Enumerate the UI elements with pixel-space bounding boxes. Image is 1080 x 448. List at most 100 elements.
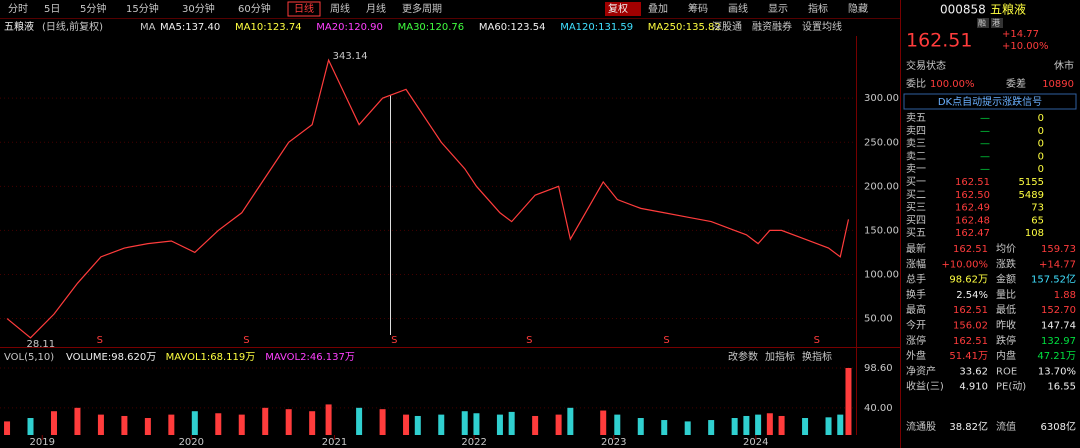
book-label: 买四 xyxy=(906,214,926,226)
book-label: 卖四 xyxy=(906,125,926,137)
stat-label: 内盘 xyxy=(996,349,1016,362)
book-label: 买五 xyxy=(906,227,926,239)
signal-button[interactable]: DK点自动提示涨跌信号 xyxy=(938,95,1042,108)
volume-bar xyxy=(555,414,562,435)
legend-button[interactable]: 设置均线 xyxy=(802,20,842,33)
badge-text: 融 xyxy=(978,18,986,28)
volume-bar xyxy=(309,411,316,435)
stat-value: 13.70% xyxy=(1038,366,1076,377)
volume-bar xyxy=(121,415,128,435)
book-size: 65 xyxy=(1031,215,1044,226)
vol-legend: MAVOL1:68.119万 xyxy=(166,352,256,363)
volume-bar xyxy=(614,414,621,435)
y-tick-label: 250.00 xyxy=(864,137,899,148)
ma-title: MA xyxy=(140,22,156,33)
book-label: 买二 xyxy=(906,189,926,201)
tool-button[interactable]: 指标 xyxy=(808,2,828,15)
stat-value: +10.00% xyxy=(941,259,988,270)
indicator-button[interactable]: 换指标 xyxy=(802,350,832,363)
signal-marker: S xyxy=(814,335,820,346)
stat-value: 157.52亿 xyxy=(1031,273,1076,286)
period-tab[interactable]: 分时 xyxy=(8,3,28,15)
y-tick-label: 300.00 xyxy=(864,93,899,104)
active-tab xyxy=(287,1,321,17)
period-tab[interactable]: 60分钟 xyxy=(238,2,271,15)
volume-bar xyxy=(403,414,410,435)
volume-bar xyxy=(825,417,832,435)
x-tick-label: 2024 xyxy=(743,437,768,448)
volume-bar xyxy=(461,411,468,435)
volume-bar xyxy=(532,415,539,435)
tool-button[interactable]: 复权 xyxy=(608,2,628,15)
stat-value: 33.62 xyxy=(959,366,988,377)
volume-bar xyxy=(845,367,852,435)
period-tab[interactable]: 15分钟 xyxy=(126,2,159,15)
stat-value: 159.73 xyxy=(1041,244,1076,255)
volume-bar xyxy=(438,414,445,435)
badge xyxy=(991,18,1003,28)
high-label: 343.14 xyxy=(333,51,368,62)
book-price: — xyxy=(980,164,990,175)
volume-bar xyxy=(168,414,175,435)
signal-marker: S xyxy=(97,335,103,346)
tool-button[interactable]: 隐藏 xyxy=(848,3,868,15)
tool-button[interactable]: 筹码 xyxy=(688,2,708,15)
tool-button[interactable]: 显示 xyxy=(768,3,788,15)
y-tick-label: 150.00 xyxy=(864,225,899,236)
status: 休市 xyxy=(1054,59,1074,72)
volume-bar xyxy=(238,414,245,435)
volume-bar xyxy=(766,413,773,435)
volume-bar xyxy=(567,407,574,435)
stat-value: 152.70 xyxy=(1041,305,1076,316)
price: 162.51 xyxy=(906,30,972,52)
volume-bar xyxy=(637,418,644,435)
volume-bar xyxy=(731,418,738,435)
tool-button[interactable]: 画线 xyxy=(728,2,748,15)
period-tab[interactable]: 周线 xyxy=(330,2,350,15)
stat-label: 昨收 xyxy=(996,319,1016,332)
ma-label: MA5:137.40 xyxy=(160,22,220,33)
volume-bar xyxy=(414,415,421,435)
stat-label: 涨停 xyxy=(906,334,926,347)
period-tab[interactable]: 30分钟 xyxy=(182,2,215,15)
period-tab[interactable]: 更多周期 xyxy=(402,2,442,15)
volume-bar xyxy=(97,414,104,435)
stat-label: 最高 xyxy=(906,303,926,316)
stat-value: 6308亿 xyxy=(1041,420,1076,433)
period-tab[interactable]: 日线 xyxy=(294,2,314,15)
stat-label: 外盘 xyxy=(906,349,926,362)
period-tab[interactable]: 5日 xyxy=(44,4,60,15)
book-size: 5489 xyxy=(1019,190,1044,201)
badge-text: 港 xyxy=(992,18,1000,28)
signal-box[interactable] xyxy=(903,93,1077,110)
status-label: 交易状态 xyxy=(906,59,946,72)
volume-bar xyxy=(778,415,785,435)
legend-button[interactable]: 深股通 xyxy=(712,21,742,33)
volume-bar xyxy=(600,410,607,435)
period-tab[interactable]: 5分钟 xyxy=(80,2,106,15)
volume-bar xyxy=(27,418,34,435)
ma-label: MA120:131.59 xyxy=(560,22,633,33)
indicator-button[interactable]: 改参数 xyxy=(728,350,758,363)
stat-label: 均价 xyxy=(996,243,1016,255)
book-size: 0 xyxy=(1038,164,1044,175)
stat-label: 跌停 xyxy=(996,334,1016,347)
volume-bar xyxy=(262,407,269,435)
book-size: 0 xyxy=(1038,151,1044,162)
stat-value: 38.82亿 xyxy=(949,420,988,433)
x-tick-label: 2021 xyxy=(322,437,347,448)
stat-label: 净资产 xyxy=(906,364,936,377)
indicator-button[interactable]: 加指标 xyxy=(765,350,795,363)
volume-bar xyxy=(356,407,363,435)
period-tab[interactable]: 月线 xyxy=(366,2,386,15)
tool-button[interactable]: 叠加 xyxy=(648,3,668,15)
badge xyxy=(977,18,989,28)
x-tick-label: 2020 xyxy=(179,437,204,448)
book-size: 0 xyxy=(1038,126,1044,137)
name: 五粮液 xyxy=(990,2,1026,17)
legend-button[interactable]: 融资融券 xyxy=(752,20,792,33)
stat-value: 4.910 xyxy=(959,382,988,393)
stat-label: 量比 xyxy=(996,289,1016,301)
book-size: 108 xyxy=(1025,228,1044,239)
y-tick-label: 200.00 xyxy=(864,181,899,192)
